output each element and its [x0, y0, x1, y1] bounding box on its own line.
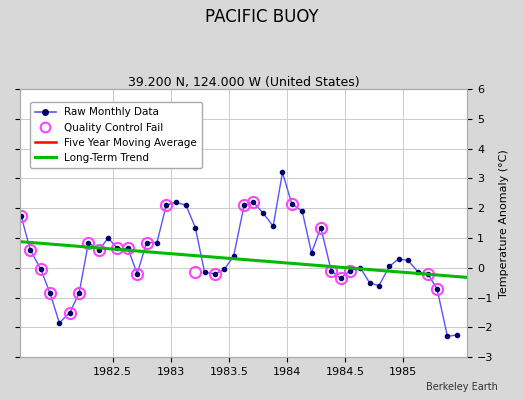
Text: PACIFIC BUOY: PACIFIC BUOY	[205, 8, 319, 26]
Text: Berkeley Earth: Berkeley Earth	[426, 382, 498, 392]
Title: 39.200 N, 124.000 W (United States): 39.200 N, 124.000 W (United States)	[128, 76, 359, 89]
Legend: Raw Monthly Data, Quality Control Fail, Five Year Moving Average, Long-Term Tren: Raw Monthly Data, Quality Control Fail, …	[29, 102, 202, 168]
Y-axis label: Temperature Anomaly (°C): Temperature Anomaly (°C)	[499, 149, 509, 298]
